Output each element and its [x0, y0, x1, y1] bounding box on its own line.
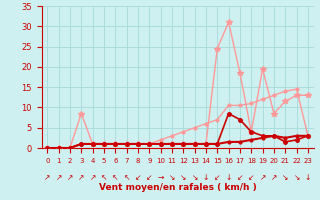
- Text: ↘: ↘: [180, 173, 187, 182]
- Text: ↙: ↙: [248, 173, 254, 182]
- Text: ↘: ↘: [169, 173, 175, 182]
- Text: ↓: ↓: [203, 173, 209, 182]
- Text: ↙: ↙: [237, 173, 243, 182]
- Text: ↘: ↘: [293, 173, 300, 182]
- Text: ↖: ↖: [101, 173, 107, 182]
- X-axis label: Vent moyen/en rafales ( km/h ): Vent moyen/en rafales ( km/h ): [99, 183, 256, 192]
- Text: ↗: ↗: [67, 173, 73, 182]
- Text: ↙: ↙: [146, 173, 152, 182]
- Text: →: →: [157, 173, 164, 182]
- Text: ↙: ↙: [214, 173, 220, 182]
- Text: ↗: ↗: [260, 173, 266, 182]
- Text: ↖: ↖: [124, 173, 130, 182]
- Text: ↓: ↓: [225, 173, 232, 182]
- Text: ↗: ↗: [44, 173, 51, 182]
- Text: ↙: ↙: [135, 173, 141, 182]
- Text: ↖: ↖: [112, 173, 118, 182]
- Text: ↓: ↓: [305, 173, 311, 182]
- Text: ↘: ↘: [191, 173, 198, 182]
- Text: ↘: ↘: [282, 173, 288, 182]
- Text: ↗: ↗: [55, 173, 62, 182]
- Text: ↗: ↗: [271, 173, 277, 182]
- Text: ↗: ↗: [78, 173, 84, 182]
- Text: ↗: ↗: [89, 173, 96, 182]
